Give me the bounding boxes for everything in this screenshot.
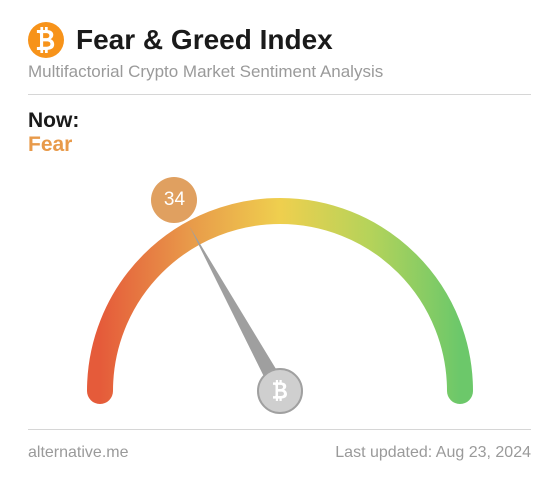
divider-top [28,94,531,95]
source-label: alternative.me [28,444,129,462]
gauge-chart: 34 [30,129,530,419]
bitcoin-icon [28,22,64,58]
footer: alternative.me Last updated: Aug 23, 202… [28,444,531,462]
page-subtitle: Multifactorial Crypto Market Sentiment A… [28,62,531,82]
updated-label: Last updated: Aug 23, 2024 [335,444,531,462]
divider-bottom [28,429,531,430]
page-title: Fear & Greed Index [76,24,333,56]
header: Fear & Greed Index [28,22,531,58]
